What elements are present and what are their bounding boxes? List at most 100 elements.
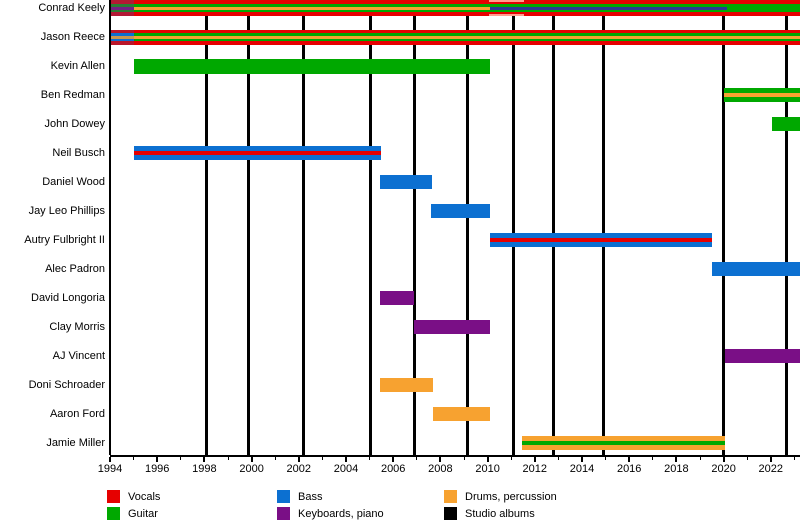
bar-edge-highlight	[488, 0, 525, 2]
timeline-bar-segment	[489, 233, 712, 247]
timeline-bar-segment	[133, 29, 800, 45]
timeline-bar-segment	[111, 29, 134, 45]
axis-tick-label: 2008	[428, 463, 453, 475]
timeline-bar-segment	[771, 117, 800, 131]
timeline-bar-segment	[111, 0, 134, 16]
instrument-stripe	[111, 29, 134, 33]
axis-minor-tick	[133, 457, 135, 460]
instrument-stripe	[111, 12, 134, 16]
instrument-stripe	[111, 33, 134, 36]
studio-album-line	[246, 0, 250, 455]
y-axis-spine	[109, 0, 111, 455]
instrument-stripe	[489, 9, 728, 12]
studio-album-line	[722, 0, 726, 455]
legend-swatch	[107, 490, 120, 503]
legend-label: Keyboards, piano	[298, 507, 384, 520]
axis-minor-tick	[746, 457, 748, 460]
axis-major-tick	[345, 457, 347, 462]
studio-album-line	[205, 0, 209, 455]
axis-major-tick	[297, 457, 300, 462]
x-axis-line	[110, 455, 800, 457]
timeline-bar-segment	[489, 0, 728, 16]
axis-minor-tick	[463, 457, 465, 460]
studio-album-line	[552, 0, 556, 455]
timeline-bar-segment	[380, 378, 434, 392]
instrument-stripe	[521, 436, 725, 441]
instrument-stripe	[133, 58, 490, 74]
member-label: Kevin Allen	[50, 60, 105, 72]
instrument-stripe	[433, 407, 490, 421]
legend-label: Bass	[298, 490, 323, 503]
instrument-stripe	[111, 6, 134, 10]
instrument-stripe	[521, 445, 725, 450]
axis-major-tick	[533, 457, 536, 462]
axis-tick-label: 2020	[711, 463, 736, 475]
legend-label: Studio albums	[465, 507, 535, 520]
axis-tick-label: 2000	[239, 463, 264, 475]
instrument-stripe	[489, 233, 712, 239]
instrument-stripe	[111, 9, 134, 12]
axis-major-tick	[439, 457, 442, 462]
axis-major-tick	[581, 457, 583, 462]
timeline-bar-segment	[711, 262, 800, 276]
timeline-bar-segment	[724, 349, 800, 363]
axis-major-tick	[250, 457, 253, 462]
axis-major-tick	[722, 457, 725, 462]
axis-major-tick	[156, 457, 159, 462]
legend-swatch	[277, 490, 290, 503]
instrument-stripe	[111, 38, 134, 41]
axis-tick-label: 2002	[286, 463, 312, 475]
instrument-stripe	[521, 441, 725, 445]
axis-minor-tick	[416, 457, 418, 460]
member-label: Aaron Ford	[49, 408, 105, 420]
axis-minor-tick	[557, 457, 559, 460]
axis-minor-tick	[274, 457, 276, 460]
legend-item: Vocals	[107, 490, 160, 503]
axis-tick-label: 2018	[664, 463, 689, 475]
instrument-stripe	[133, 12, 490, 16]
axis-major-tick	[486, 457, 489, 462]
instrument-stripe	[727, 0, 800, 4]
instrument-stripe	[489, 4, 728, 7]
instrument-stripe	[133, 6, 490, 10]
axis-tick-label: 2022	[758, 463, 784, 475]
instrument-stripe	[723, 97, 800, 102]
instrument-stripe	[489, 6, 728, 10]
instrument-stripe	[711, 262, 800, 276]
instrument-stripe	[727, 12, 800, 16]
axis-major-tick	[109, 457, 111, 462]
instrument-stripe	[727, 4, 800, 12]
member-label: Ben Redman	[40, 89, 105, 101]
member-label: Jamie Miller	[46, 437, 105, 449]
legend-label: Drums, percussion	[465, 490, 557, 503]
axis-minor-tick	[652, 457, 654, 460]
instrument-stripe	[489, 0, 728, 4]
segment-tint-overlay	[111, 29, 134, 45]
instrument-stripe	[133, 29, 800, 33]
legend-item: Keyboards, piano	[277, 507, 384, 520]
timeline-bar-segment	[380, 291, 415, 305]
legend-item: Bass	[277, 490, 322, 503]
timeline-bar-segment	[414, 320, 490, 334]
instrument-stripe	[489, 12, 728, 16]
instrument-stripe	[133, 4, 490, 7]
studio-album-line	[784, 0, 788, 455]
instrument-stripe	[111, 35, 134, 39]
axis-tick-label: 1998	[192, 463, 217, 475]
member-label: Jason Reece	[40, 31, 105, 43]
timeline-bar-segment	[723, 88, 800, 102]
legend-swatch	[107, 507, 120, 520]
studio-album-line	[466, 0, 470, 455]
member-label: Neil Busch	[52, 147, 105, 159]
instrument-stripe	[723, 88, 800, 93]
axis-tick-label: 2006	[380, 463, 406, 475]
member-label: AJ Vincent	[52, 350, 105, 362]
studio-album-line	[302, 0, 306, 455]
member-label: Jay Leo Phillips	[28, 205, 105, 217]
axis-major-tick	[628, 457, 631, 462]
timeline-bar-segment	[133, 146, 382, 160]
axis-major-tick	[203, 457, 206, 462]
segment-tint-overlay	[111, 0, 134, 16]
member-label: Conrad Keely	[38, 2, 105, 14]
